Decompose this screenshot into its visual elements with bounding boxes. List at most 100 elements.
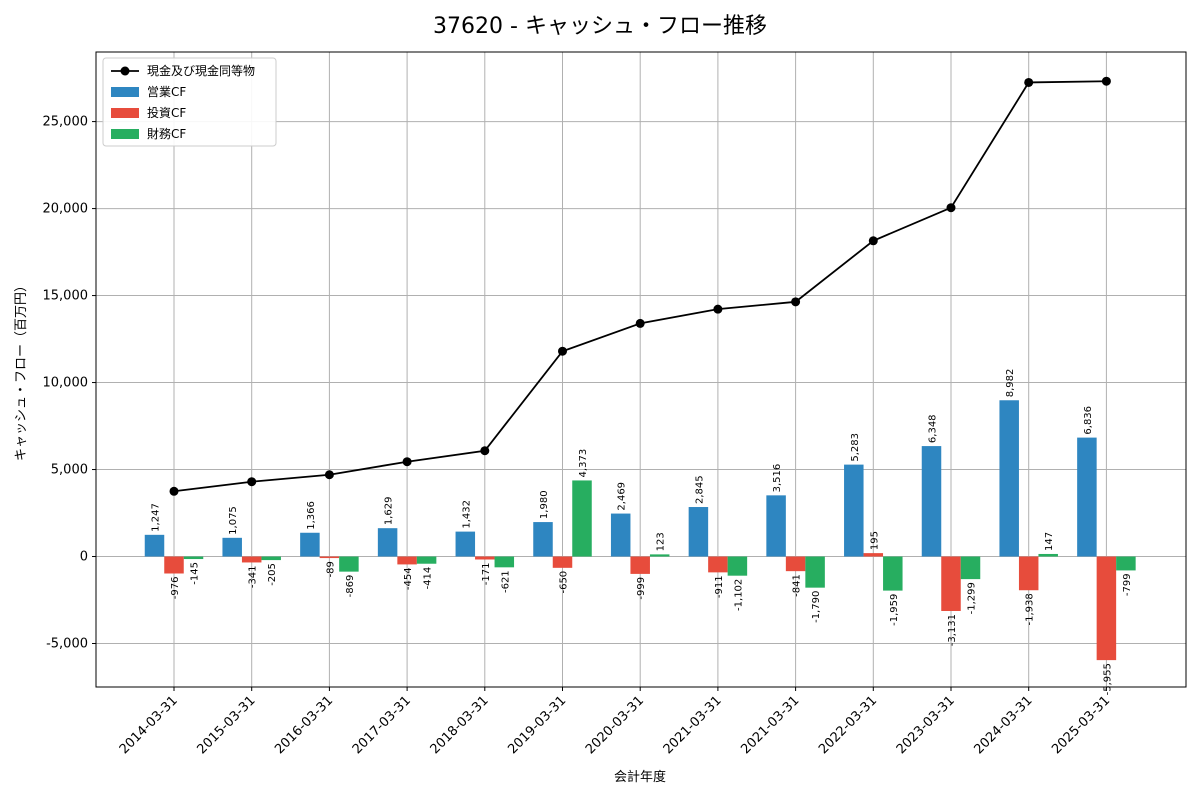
line-point	[558, 346, 567, 356]
x-tick-label: 2024-03-31	[971, 693, 1035, 757]
bar-投資CF	[785, 556, 806, 572]
data-label: -3,131	[947, 614, 958, 646]
bar-営業CF	[844, 464, 864, 557]
labels-layer: 1,247 1,075 1,366 1,629 1,432 1,980 2,469 2,845…	[151, 369, 1133, 696]
legend-line-marker	[120, 66, 130, 76]
bar-投資CF	[863, 553, 884, 557]
bar-投資CF	[475, 556, 495, 560]
data-label: 5,283	[850, 433, 861, 462]
bar-投資CF	[164, 556, 184, 574]
line-point	[247, 477, 257, 487]
data-label: -1,102	[733, 579, 744, 611]
bar-財務CF	[727, 556, 748, 576]
bar-財務CF	[805, 556, 825, 588]
bar-投資CF	[1018, 556, 1039, 591]
bar-財務CF	[416, 556, 437, 564]
x-axis-label: 会計年度	[614, 769, 666, 785]
data-label: 195	[869, 531, 880, 550]
line-point	[480, 446, 490, 456]
data-label: 1,432	[461, 500, 472, 529]
bar-営業CF	[455, 531, 476, 557]
plot-frame	[95, 51, 1187, 688]
line-point	[791, 297, 801, 307]
bar-営業CF	[300, 532, 320, 557]
bars-layer	[144, 400, 1136, 661]
data-label: -999	[636, 577, 647, 600]
chart-title: 37620 - キャッシュ・フロー推移	[433, 14, 767, 39]
bar-営業CF	[999, 400, 1019, 557]
x-tick-label: 2014-03-31	[117, 693, 181, 757]
bar-投資CF	[241, 556, 262, 563]
data-label: -976	[170, 577, 181, 600]
legend-label: 財務CF	[147, 126, 186, 141]
y-tick-label: -5,000	[46, 637, 88, 652]
bar-投資CF	[630, 556, 650, 574]
data-label: 123	[656, 532, 667, 551]
data-label: 2,845	[694, 475, 705, 504]
data-label: -1,959	[889, 594, 900, 626]
y-tick-label: 15,000	[43, 289, 89, 304]
y-tick-label: 10,000	[43, 376, 89, 391]
x-tick-label: 2020-03-31	[583, 693, 647, 757]
y-tick-label: 20,000	[43, 202, 89, 217]
data-label: 1,075	[228, 506, 239, 535]
bar-財務CF	[261, 556, 281, 561]
line-point	[169, 486, 179, 496]
bar-投資CF	[708, 556, 728, 573]
x-tick-label: 2023-03-31	[894, 693, 958, 757]
bar-財務CF	[1038, 553, 1058, 557]
line-point	[635, 318, 645, 328]
data-label: -650	[559, 571, 570, 594]
data-label: -145	[190, 562, 201, 585]
line-point	[713, 304, 723, 314]
x-tick-label: 2019-03-31	[505, 693, 569, 757]
bar-財務CF	[494, 556, 515, 568]
bar-営業CF	[921, 446, 942, 557]
legend-box	[102, 57, 277, 147]
data-label: 8,982	[1005, 369, 1016, 398]
bar-投資CF	[1096, 556, 1117, 661]
bar-営業CF	[1077, 437, 1097, 557]
x-tick-label: 2025-03-31	[1049, 693, 1113, 757]
data-label: 1,366	[306, 501, 317, 530]
x-tick-label: 2021-03-31	[738, 693, 802, 757]
data-label: 6,836	[1083, 406, 1094, 435]
data-label: -1,790	[811, 591, 822, 623]
bar-財務CF	[960, 556, 981, 580]
legend-swatch	[111, 108, 139, 118]
legend-label: 現金及び現金同等物	[147, 63, 255, 78]
data-label: -341	[248, 565, 259, 588]
bar-営業CF	[377, 528, 398, 557]
x-tick-label: 2022-03-31	[816, 693, 880, 757]
data-label: -621	[500, 570, 511, 593]
x-tick-label: 2021-03-31	[661, 693, 725, 757]
y-tick-label: 0	[80, 550, 88, 565]
x-tick-label: 2017-03-31	[350, 693, 414, 757]
y-tick-label: 25,000	[43, 115, 89, 130]
data-label: -5,955	[1102, 663, 1113, 695]
grid-layer	[96, 52, 1186, 687]
data-label: 1,247	[151, 503, 162, 532]
line-layer	[169, 76, 1111, 496]
x-tick-label: 2015-03-31	[194, 693, 258, 757]
data-label: -1,938	[1025, 593, 1036, 625]
bar-財務CF	[1116, 556, 1136, 571]
bar-営業CF	[610, 513, 631, 557]
line-point	[946, 203, 956, 213]
x-tick-label: 2018-03-31	[428, 693, 492, 757]
bar-投資CF	[319, 556, 340, 559]
line-point	[402, 457, 412, 467]
x-tick-label: 2016-03-31	[272, 693, 336, 757]
bar-投資CF	[397, 556, 417, 565]
data-label: -454	[403, 567, 414, 590]
bar-財務CF	[572, 480, 592, 557]
data-label: -171	[481, 562, 492, 585]
data-label: -911	[714, 575, 725, 598]
data-label: -799	[1122, 573, 1133, 596]
data-label: 1,629	[384, 497, 395, 526]
bar-財務CF	[649, 554, 670, 557]
bar-財務CF	[339, 556, 359, 572]
